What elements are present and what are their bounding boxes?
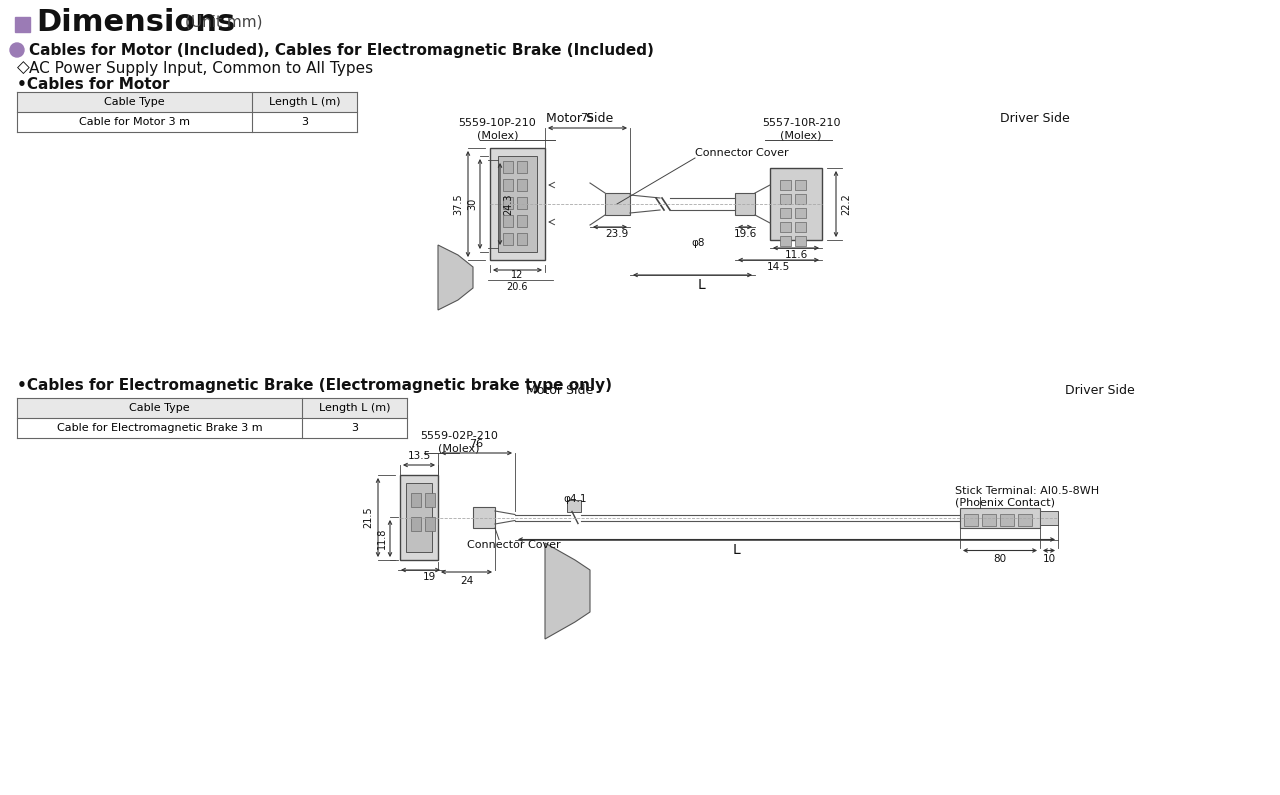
Text: Length L (m): Length L (m) <box>319 403 390 413</box>
Bar <box>425 493 435 507</box>
Text: 5557-10R-210
(Molex): 5557-10R-210 (Molex) <box>762 118 840 140</box>
Bar <box>503 215 513 227</box>
Bar <box>795 180 806 190</box>
Bar <box>474 507 495 528</box>
Text: 20.6: 20.6 <box>507 282 529 292</box>
Text: 80: 80 <box>993 554 1006 564</box>
Bar <box>795 194 806 204</box>
Text: 75: 75 <box>580 113 595 123</box>
Bar <box>411 493 421 507</box>
Bar <box>1000 514 1014 525</box>
Bar <box>517 197 527 209</box>
Text: 19.6: 19.6 <box>733 229 756 239</box>
Text: AC Power Supply Input, Common to All Types: AC Power Supply Input, Common to All Typ… <box>29 60 374 76</box>
Text: Driver Side: Driver Side <box>1065 383 1135 397</box>
Text: Cables for Motor (Included), Cables for Electromagnetic Brake (Included): Cables for Motor (Included), Cables for … <box>29 42 654 57</box>
Bar <box>605 193 630 215</box>
Bar <box>498 156 538 252</box>
Text: •Cables for Motor: •Cables for Motor <box>17 76 169 91</box>
Text: 24: 24 <box>460 576 474 586</box>
Bar <box>964 514 978 525</box>
Text: 23.9: 23.9 <box>605 229 628 239</box>
Bar <box>17 92 357 112</box>
Bar <box>960 507 1039 528</box>
Polygon shape <box>438 245 474 310</box>
Text: 10: 10 <box>1042 554 1056 564</box>
Text: Motor Side: Motor Side <box>526 383 594 397</box>
Text: φ4.1: φ4.1 <box>563 494 586 503</box>
Bar <box>490 148 545 260</box>
Text: (Unit mm): (Unit mm) <box>186 14 262 29</box>
Bar <box>1039 510 1059 525</box>
Bar <box>517 179 527 191</box>
Bar <box>425 517 435 531</box>
Bar <box>15 17 29 32</box>
Bar <box>795 222 806 232</box>
Bar <box>1018 514 1032 525</box>
Text: Motor Side: Motor Side <box>547 111 613 125</box>
Text: 11.6: 11.6 <box>785 250 808 260</box>
Text: 5559-02P-210
(Molex): 5559-02P-210 (Molex) <box>420 432 498 453</box>
Bar <box>411 517 421 531</box>
Text: Dimensions: Dimensions <box>36 7 236 37</box>
Bar <box>567 499 581 511</box>
Text: Cable Type: Cable Type <box>104 97 165 107</box>
Text: 22.2: 22.2 <box>841 193 851 215</box>
Bar <box>795 236 806 246</box>
Text: 19: 19 <box>422 572 435 582</box>
Bar <box>406 483 433 552</box>
Text: 24.3: 24.3 <box>503 193 513 215</box>
Circle shape <box>10 43 24 57</box>
Bar <box>503 233 513 245</box>
Text: 3: 3 <box>301 117 308 127</box>
Bar <box>780 180 791 190</box>
Bar <box>780 208 791 218</box>
Text: 13.5: 13.5 <box>407 451 430 461</box>
Text: Connector Cover: Connector Cover <box>695 148 788 158</box>
Bar <box>517 233 527 245</box>
Bar <box>795 208 806 218</box>
Text: Connector Cover: Connector Cover <box>467 540 561 549</box>
Text: 3: 3 <box>351 423 358 433</box>
Text: 37.5: 37.5 <box>453 193 463 215</box>
Bar <box>780 194 791 204</box>
Bar <box>771 168 822 240</box>
Text: 21.5: 21.5 <box>364 506 372 529</box>
Text: Cable Type: Cable Type <box>129 403 189 413</box>
Text: ◇: ◇ <box>17 59 29 77</box>
Text: φ8: φ8 <box>691 238 705 248</box>
Text: Length L (m): Length L (m) <box>269 97 340 107</box>
Polygon shape <box>545 543 590 639</box>
Bar <box>517 215 527 227</box>
Text: Stick Terminal: AI0.5-8WH
(Phoenix Contact): Stick Terminal: AI0.5-8WH (Phoenix Conta… <box>955 487 1100 508</box>
Text: L: L <box>698 278 705 292</box>
Bar <box>399 475 438 560</box>
Bar <box>735 193 755 215</box>
Bar <box>17 398 407 418</box>
Text: Cable for Motor 3 m: Cable for Motor 3 m <box>79 117 189 127</box>
Text: Driver Side: Driver Side <box>1000 111 1070 125</box>
Text: 12: 12 <box>511 270 524 280</box>
Bar <box>780 222 791 232</box>
Bar <box>503 197 513 209</box>
Text: Cable for Electromagnetic Brake 3 m: Cable for Electromagnetic Brake 3 m <box>56 423 262 433</box>
Text: 14.5: 14.5 <box>767 262 790 272</box>
Text: 30: 30 <box>467 198 477 210</box>
Text: 11.8: 11.8 <box>378 528 387 549</box>
Bar <box>780 236 791 246</box>
Text: L: L <box>733 542 741 556</box>
Bar <box>503 161 513 173</box>
Bar <box>503 179 513 191</box>
Bar <box>517 161 527 173</box>
Text: •Cables for Electromagnetic Brake (Electromagnetic brake type only): •Cables for Electromagnetic Brake (Elect… <box>17 378 612 393</box>
Text: 5559-10P-210
(Molex): 5559-10P-210 (Molex) <box>458 118 536 140</box>
Text: 76: 76 <box>470 439 484 449</box>
Bar <box>982 514 996 525</box>
